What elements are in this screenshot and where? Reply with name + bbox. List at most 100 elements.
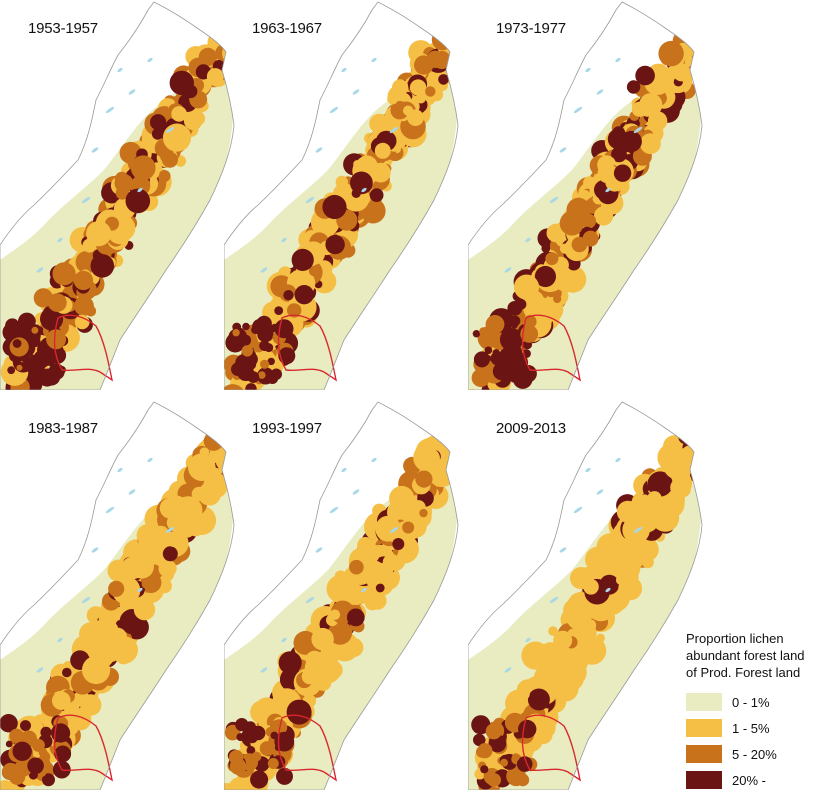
class-1-5 [553,630,573,650]
class-20-plus [245,383,257,390]
lake [559,547,567,553]
class-20-plus [251,751,262,762]
lake [361,187,367,193]
class-20-plus [0,714,18,733]
class-5-20 [431,29,453,51]
class-20-plus [278,347,296,365]
legend-item-label: 20% - [732,772,766,788]
lake [165,526,175,534]
class-5-20 [114,173,134,193]
lake [81,196,91,204]
lake [329,506,339,514]
class-1-5 [191,486,206,502]
class-20-plus [259,741,275,756]
legend-title: Proportion lichen abundant forest land o… [686,630,813,681]
class-1-5 [670,478,690,497]
class-5-20 [328,620,353,645]
class-1-5 [387,93,398,105]
class-5-20 [108,580,125,597]
class-20-plus [59,749,66,756]
class-1-5 [188,453,216,481]
class-20-plus [510,353,529,372]
class-5-20 [287,303,302,318]
class-20-plus [479,327,488,336]
lake [525,237,531,243]
lake [389,526,399,534]
class-20-plus [242,322,250,331]
class-20-plus [392,538,405,550]
class-1-5 [107,627,127,647]
class-20-plus [612,126,626,140]
lake [329,106,339,114]
class-20-plus [236,733,245,742]
lake [605,587,611,593]
class-20-plus [251,325,260,334]
class-20-plus [258,371,266,379]
class-1-5 [206,68,224,85]
class-1-5 [370,162,391,183]
class-20-plus [626,80,641,94]
class-20-plus [484,346,493,355]
class-20-plus [620,130,642,153]
class-20-plus [27,757,44,775]
class-20-plus [471,715,491,735]
class-1-5 [329,609,341,620]
class-1-5 [311,627,334,651]
lake [91,547,99,553]
lake [596,89,604,95]
class-20-plus [477,743,493,759]
class-1-5 [82,655,111,685]
legend-swatch [686,745,722,763]
lake [57,237,63,243]
class-20-plus [162,546,178,562]
class-1-5 [166,495,187,517]
class-20-plus [256,315,272,332]
lake [573,506,583,514]
class-1-5 [546,223,565,243]
lake [504,667,512,673]
class-1-5 [116,203,129,216]
class-1-5 [651,504,680,532]
class-20-plus [260,359,270,369]
class-1-5 [374,142,391,159]
class-20-plus [2,762,20,781]
class-1-5 [593,206,614,226]
class-20-plus [503,337,511,345]
map-1953-1957 [0,1,235,390]
class-1-5 [641,556,654,569]
class-1-5 [321,649,336,663]
map-1983-1987 [0,401,235,790]
class-20-plus [485,315,505,334]
class-20-plus [647,471,673,497]
lichen-cover [468,416,702,790]
class-20-plus [350,171,373,195]
panel-label: 2009-2013 [496,420,566,437]
class-20-plus [286,699,312,725]
class-20-plus [33,358,46,372]
map-1963-1967 [224,1,459,390]
lake [605,187,611,193]
class-1-5 [701,434,702,444]
class-20-plus [369,188,384,203]
class-5-20 [130,155,156,181]
map-panel: 2009-2013 [468,400,708,790]
class-20-plus [678,430,692,444]
class-5-20 [658,40,684,67]
class-1-5 [415,93,426,104]
lake [352,489,360,495]
lake [341,67,347,73]
legend-item: 20% - [686,767,813,793]
lake [585,67,591,73]
class-20-plus [12,741,32,761]
class-20-plus [276,767,293,785]
class-1-5 [360,194,371,204]
class-1-5 [403,105,414,116]
class-20-plus [235,718,249,732]
legend-item: 1 - 5% [686,715,813,741]
class-20-plus [46,358,55,367]
class-20-plus [125,188,151,214]
class-20-plus [270,368,282,380]
class-1-5 [335,175,348,189]
class-1-5 [577,634,595,652]
class-1-5 [447,64,458,81]
